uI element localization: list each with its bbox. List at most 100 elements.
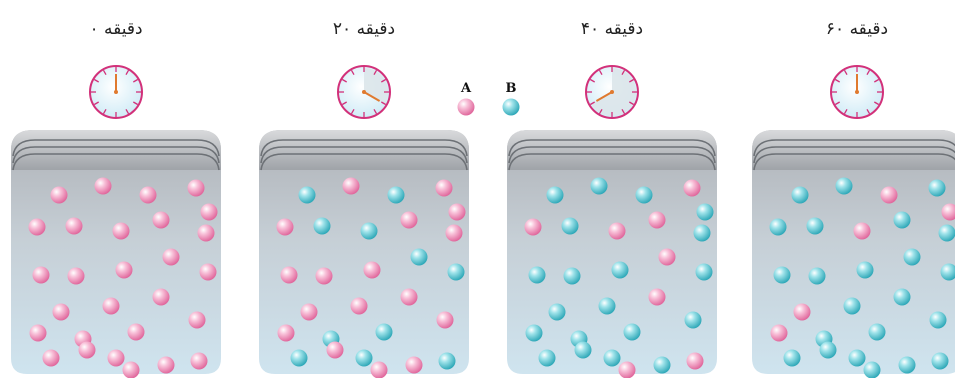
particle-b	[528, 266, 546, 284]
particle-b	[940, 263, 955, 281]
particle-a	[200, 203, 218, 221]
particle-b	[868, 323, 886, 341]
particle-a	[793, 303, 811, 321]
particle-b	[561, 217, 579, 235]
particle-a	[770, 324, 788, 342]
particle-b	[298, 186, 316, 204]
particle-a	[648, 211, 666, 229]
clock-icon	[337, 65, 391, 119]
particle-a	[42, 349, 60, 367]
particle-b	[696, 203, 714, 221]
particle-b	[653, 356, 671, 374]
particle-b	[355, 349, 373, 367]
legend-label-a: A	[460, 81, 472, 96]
particle-a	[197, 224, 215, 242]
particle-a	[78, 341, 96, 359]
particle-a	[436, 311, 454, 329]
particle-b	[590, 177, 608, 195]
legend-particle-a	[457, 98, 475, 116]
particle-b	[695, 263, 713, 281]
particle-b	[623, 323, 641, 341]
particle-a	[400, 211, 418, 229]
particle-b	[835, 177, 853, 195]
particle-a	[300, 303, 318, 321]
particle-a	[350, 297, 368, 315]
particle-a	[190, 352, 208, 370]
particle-a	[152, 211, 170, 229]
particle-a	[342, 177, 360, 195]
panel-label: ۴۰ دقیقه	[581, 19, 643, 39]
jar	[259, 130, 469, 378]
legend-label-b: B	[506, 81, 517, 96]
particle-b	[635, 186, 653, 204]
particle-b	[290, 349, 308, 367]
particle-a	[315, 267, 333, 285]
clock-icon	[830, 65, 884, 119]
particle-a	[658, 248, 676, 266]
particle-b	[893, 211, 911, 229]
panel-0: ۰ دقیقه	[11, 19, 221, 378]
panel-label: ۰ دقیقه	[89, 19, 142, 39]
particle-a	[107, 349, 125, 367]
particle-a	[157, 356, 175, 374]
particle-b	[819, 341, 837, 359]
particle-a	[448, 203, 466, 221]
particle-a	[280, 266, 298, 284]
panel-label: ۲۰ دقیقه	[333, 19, 395, 39]
particle-b	[773, 266, 791, 284]
particle-b	[863, 361, 881, 378]
particle-a	[648, 288, 666, 306]
particle-a	[115, 261, 133, 279]
particle-a	[112, 222, 130, 240]
particle-b	[611, 261, 629, 279]
particle-a	[29, 324, 47, 342]
particle-b	[548, 303, 566, 321]
particle-a	[52, 303, 70, 321]
particle-b	[387, 186, 405, 204]
particle-b	[903, 248, 921, 266]
particle-b	[546, 186, 564, 204]
particle-b	[808, 267, 826, 285]
particle-a	[400, 288, 418, 306]
particle-a	[152, 288, 170, 306]
particle-a	[941, 203, 955, 221]
particle-a	[608, 222, 626, 240]
particle-b	[447, 263, 465, 281]
particle-b	[898, 356, 916, 374]
particle-b	[684, 311, 702, 329]
particle-a	[370, 361, 388, 378]
particle-b	[791, 186, 809, 204]
particle-b	[360, 222, 378, 240]
particle-a	[162, 248, 180, 266]
particle-a	[405, 356, 423, 374]
particle-a	[122, 361, 140, 378]
particle-a	[276, 218, 294, 236]
particle-a	[277, 324, 295, 342]
particle-b	[598, 297, 616, 315]
particle-a	[880, 186, 898, 204]
clock-icon	[585, 65, 639, 119]
particle-b	[856, 261, 874, 279]
particle-b	[375, 323, 393, 341]
particle-b	[769, 218, 787, 236]
panel-label: ۶۰ دقیقه	[826, 19, 888, 39]
particle-b	[843, 297, 861, 315]
particle-b	[806, 217, 824, 235]
particle-a	[853, 222, 871, 240]
particle-a	[618, 361, 636, 378]
particle-b	[929, 311, 947, 329]
particle-b	[313, 217, 331, 235]
particle-b	[410, 248, 428, 266]
particle-b	[563, 267, 581, 285]
particle-a	[94, 177, 112, 195]
particle-a	[686, 352, 704, 370]
particle-b	[538, 349, 556, 367]
particle-a	[32, 266, 50, 284]
jar	[507, 130, 717, 378]
panel-2: ۴۰ دقیقه	[507, 19, 717, 378]
particle-a	[445, 224, 463, 242]
jar	[752, 130, 955, 378]
particle-b	[438, 352, 456, 370]
particle-a	[199, 263, 217, 281]
particle-a	[326, 341, 344, 359]
